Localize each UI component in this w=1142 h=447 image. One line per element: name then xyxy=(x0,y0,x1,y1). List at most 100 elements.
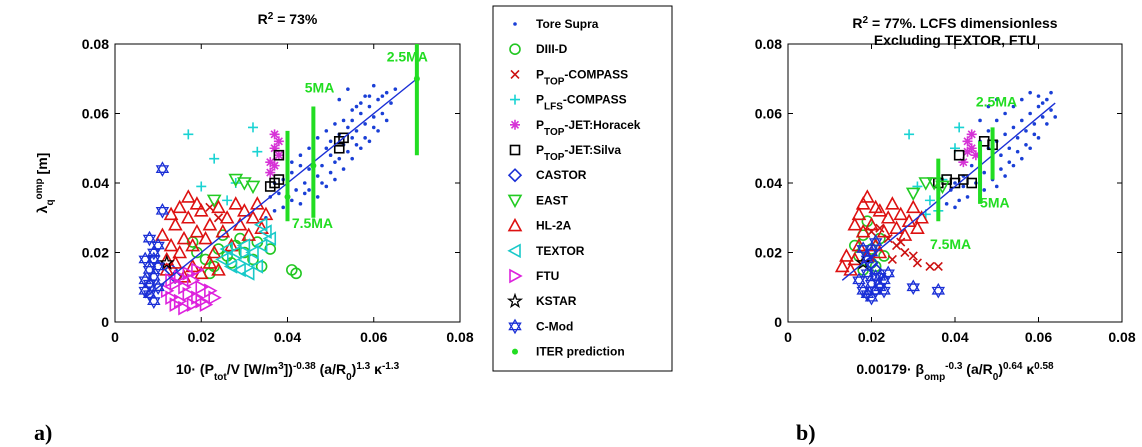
data-point xyxy=(191,290,205,306)
data-point xyxy=(367,94,372,98)
data-point xyxy=(234,232,246,245)
chart-subtitle: Excluding TEXTOR, FTU xyxy=(874,32,1036,48)
legend-label: EAST xyxy=(536,193,569,207)
data-point xyxy=(213,213,224,223)
y-tick-label: 0.06 xyxy=(755,106,782,122)
data-point xyxy=(380,111,385,116)
data-point xyxy=(290,267,302,280)
legend-marker xyxy=(506,292,524,309)
data-point xyxy=(367,104,372,109)
x-tick-label: 0.08 xyxy=(1108,329,1135,345)
data-point xyxy=(1011,163,1016,168)
data-point xyxy=(1036,94,1041,98)
x-tick-label: 0.04 xyxy=(941,329,968,345)
data-point xyxy=(333,142,345,154)
data-point xyxy=(211,199,226,214)
data-point xyxy=(966,177,978,189)
data-point xyxy=(165,290,179,306)
legend-label: HL-2A xyxy=(536,219,572,233)
chart-a: 0 0.02 0.04 0.06 0.08 0 0.02 0.04 0.06 0.08 R2 = 7… xyxy=(34,11,474,383)
x-tick-label: 0 xyxy=(784,329,792,345)
legend-label: PTOP-JET:Silva xyxy=(536,143,621,163)
data-point xyxy=(298,153,303,157)
data-point xyxy=(958,157,969,168)
legend-item-cmod: C-Mod xyxy=(508,318,573,335)
data-point xyxy=(269,143,280,154)
data-point xyxy=(859,189,875,203)
data-point xyxy=(183,129,194,140)
data-point xyxy=(350,136,354,140)
data-point xyxy=(186,272,201,288)
data-point xyxy=(1036,104,1041,109)
legend-label: C-Mod xyxy=(536,319,573,333)
data-point xyxy=(222,195,233,206)
data-point xyxy=(969,163,974,168)
legend-marker xyxy=(507,168,523,183)
legend-marker xyxy=(510,69,520,79)
legend-item-textor: TEXTOR xyxy=(507,243,585,259)
data-point xyxy=(195,279,209,295)
data-point xyxy=(371,83,376,88)
data-point xyxy=(1015,136,1020,140)
legend-item-p_top_jet_horacek: PTOP-JET:Horacek xyxy=(510,118,641,137)
data-point xyxy=(333,160,337,164)
data-point xyxy=(147,269,161,285)
data-point xyxy=(855,223,871,238)
legend-item-castor: CASTOR xyxy=(507,168,587,183)
legend-label: PLFS-COMPASS xyxy=(536,93,627,113)
data-point xyxy=(1003,132,1007,137)
data-point xyxy=(158,254,175,270)
data-point xyxy=(176,230,192,245)
data-point xyxy=(338,132,349,144)
x-tick-label: 0.02 xyxy=(858,329,885,345)
data-point xyxy=(1049,90,1053,95)
data-point xyxy=(363,136,367,140)
legend-box xyxy=(492,5,673,372)
data-point xyxy=(889,220,904,234)
data-point xyxy=(994,118,999,123)
legend-label: CASTOR xyxy=(536,168,587,182)
legend-marker xyxy=(512,348,518,355)
data-point xyxy=(986,129,991,133)
data-point xyxy=(999,153,1003,157)
data-point xyxy=(245,210,261,224)
data-point xyxy=(953,205,957,210)
data-point xyxy=(897,227,913,241)
data-point xyxy=(1049,108,1053,112)
data-point xyxy=(346,125,350,130)
data-point xyxy=(186,297,201,312)
legend-item-iter: ITER prediction xyxy=(512,345,625,359)
data-point xyxy=(994,184,999,189)
data-point xyxy=(346,87,350,91)
data-point xyxy=(875,223,885,233)
data-point xyxy=(298,163,303,168)
data-point xyxy=(834,258,850,273)
y-tick-label: 0 xyxy=(774,314,782,330)
data-point xyxy=(885,196,900,210)
data-point xyxy=(138,251,152,268)
legend-item-p_top_compass: PTOP-COMPASS xyxy=(510,67,628,87)
data-point xyxy=(228,196,244,210)
data-point xyxy=(173,269,188,285)
data-point xyxy=(354,104,359,109)
data-point xyxy=(209,153,220,164)
legend-item-diii_d: DIII-D xyxy=(509,42,568,56)
y-tick-label: 0.08 xyxy=(755,36,782,52)
data-point xyxy=(172,244,188,259)
y-tick-label: 0 xyxy=(101,314,109,330)
data-point xyxy=(202,217,218,231)
chart-title: R2 = 77%. LCFS dimensionless xyxy=(852,15,1057,32)
data-point xyxy=(933,261,943,271)
iter-label: 7.5MA xyxy=(930,236,971,252)
data-point xyxy=(925,261,935,271)
data-point xyxy=(277,191,281,196)
data-point xyxy=(954,122,965,133)
legend-item-ftu: FTU xyxy=(509,268,559,284)
data-point xyxy=(910,220,925,234)
legend-label: DIII-D xyxy=(536,42,568,56)
data-point xyxy=(847,217,863,231)
data-point xyxy=(337,156,342,161)
data-point xyxy=(953,149,965,161)
data-point xyxy=(876,223,892,238)
x-tick-label: 0.04 xyxy=(274,329,301,345)
